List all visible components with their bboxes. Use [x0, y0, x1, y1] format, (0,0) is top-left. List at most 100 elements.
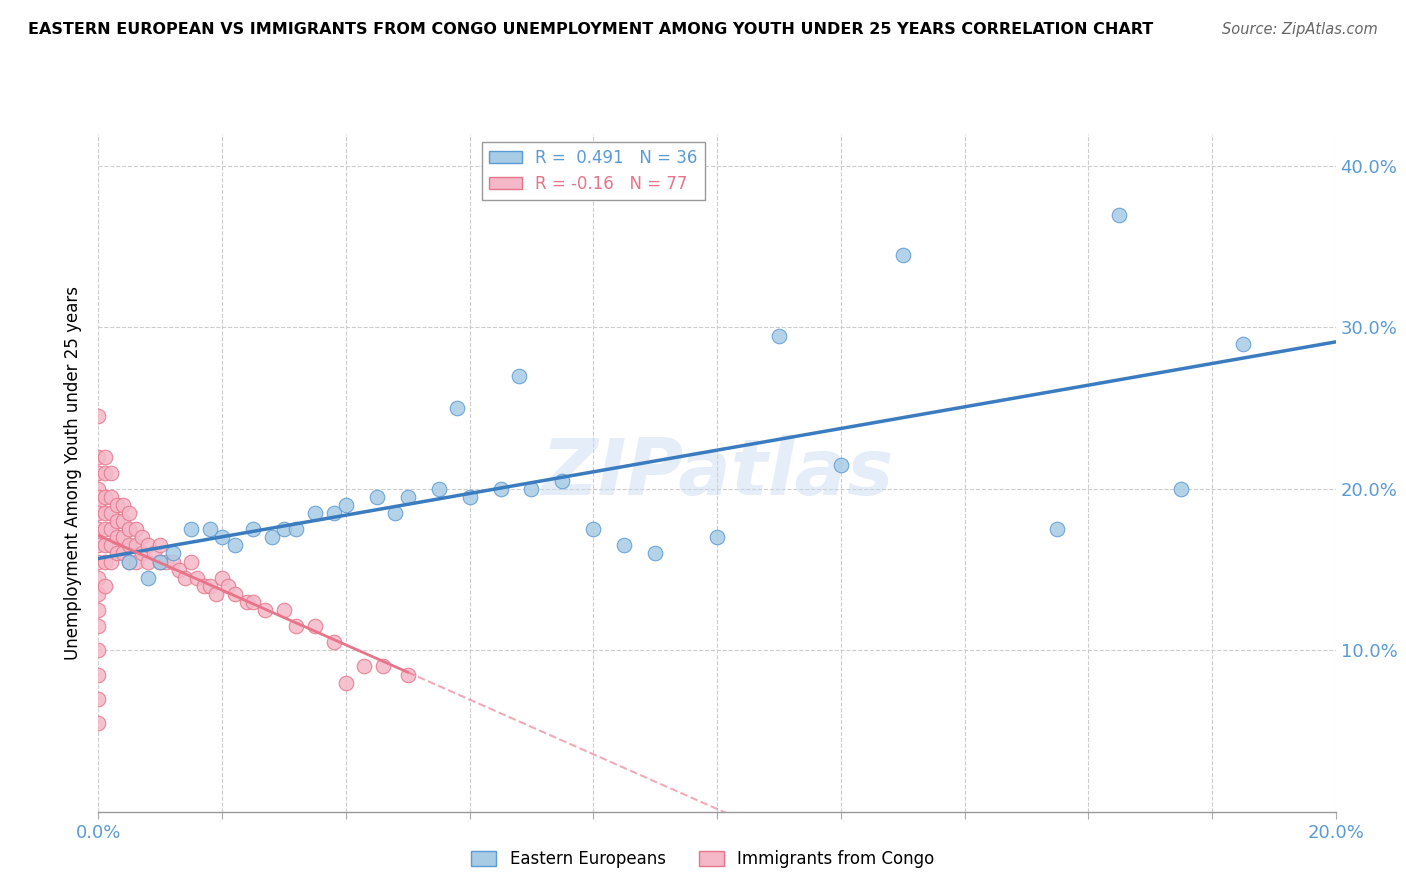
Point — [180, 522, 202, 536]
Point — [105, 530, 128, 544]
Point — [242, 595, 264, 609]
Point — [87, 538, 110, 552]
Point — [768, 328, 790, 343]
Point — [224, 587, 246, 601]
Point — [551, 474, 574, 488]
Legend: R =  0.491   N = 36, R = -0.16   N = 77: R = 0.491 N = 36, R = -0.16 N = 77 — [482, 142, 704, 200]
Point — [180, 555, 202, 569]
Point — [353, 659, 375, 673]
Point — [143, 546, 166, 560]
Point — [335, 498, 357, 512]
Point — [1232, 336, 1254, 351]
Legend: Eastern Europeans, Immigrants from Congo: Eastern Europeans, Immigrants from Congo — [465, 844, 941, 875]
Point — [1108, 207, 1130, 221]
Point — [260, 530, 283, 544]
Point — [100, 555, 122, 569]
Point — [100, 522, 122, 536]
Point — [304, 619, 326, 633]
Point — [427, 482, 450, 496]
Point — [105, 546, 128, 560]
Point — [124, 538, 146, 552]
Point — [112, 546, 135, 560]
Point — [644, 546, 666, 560]
Point — [87, 715, 110, 730]
Point — [87, 466, 110, 480]
Point — [304, 506, 326, 520]
Point — [93, 506, 115, 520]
Point — [613, 538, 636, 552]
Point — [149, 555, 172, 569]
Point — [87, 506, 110, 520]
Point — [87, 450, 110, 464]
Text: ZIPatlas: ZIPatlas — [541, 434, 893, 511]
Point — [118, 555, 141, 569]
Point — [87, 643, 110, 657]
Point — [155, 555, 177, 569]
Point — [87, 691, 110, 706]
Point — [93, 555, 115, 569]
Point — [167, 563, 190, 577]
Point — [174, 571, 197, 585]
Point — [136, 538, 159, 552]
Point — [136, 555, 159, 569]
Point — [335, 675, 357, 690]
Point — [87, 498, 110, 512]
Point — [162, 555, 184, 569]
Point — [105, 514, 128, 528]
Point — [124, 522, 146, 536]
Point — [149, 555, 172, 569]
Point — [162, 546, 184, 560]
Point — [136, 571, 159, 585]
Point — [93, 450, 115, 464]
Point — [1170, 482, 1192, 496]
Point — [93, 466, 115, 480]
Point — [891, 248, 914, 262]
Point — [446, 401, 468, 416]
Point — [242, 522, 264, 536]
Point — [149, 538, 172, 552]
Point — [285, 522, 308, 536]
Point — [254, 603, 277, 617]
Point — [273, 603, 295, 617]
Point — [193, 579, 215, 593]
Point — [100, 506, 122, 520]
Point — [198, 522, 221, 536]
Point — [87, 667, 110, 681]
Point — [112, 514, 135, 528]
Point — [1046, 522, 1069, 536]
Point — [131, 546, 153, 560]
Point — [322, 506, 344, 520]
Point — [93, 490, 115, 504]
Point — [87, 619, 110, 633]
Point — [93, 579, 115, 593]
Point — [131, 530, 153, 544]
Point — [205, 587, 228, 601]
Point — [87, 571, 110, 585]
Point — [217, 579, 239, 593]
Point — [100, 538, 122, 552]
Point — [371, 659, 394, 673]
Point — [508, 368, 530, 383]
Point — [520, 482, 543, 496]
Point — [198, 579, 221, 593]
Point — [706, 530, 728, 544]
Point — [112, 498, 135, 512]
Point — [87, 522, 110, 536]
Point — [322, 635, 344, 649]
Text: EASTERN EUROPEAN VS IMMIGRANTS FROM CONGO UNEMPLOYMENT AMONG YOUTH UNDER 25 YEAR: EASTERN EUROPEAN VS IMMIGRANTS FROM CONG… — [28, 22, 1153, 37]
Point — [118, 538, 141, 552]
Point — [124, 555, 146, 569]
Point — [489, 482, 512, 496]
Point — [366, 490, 388, 504]
Point — [105, 498, 128, 512]
Point — [186, 571, 208, 585]
Point — [211, 571, 233, 585]
Point — [236, 595, 259, 609]
Point — [384, 506, 406, 520]
Point — [87, 603, 110, 617]
Point — [396, 490, 419, 504]
Point — [458, 490, 481, 504]
Point — [87, 409, 110, 424]
Point — [582, 522, 605, 536]
Point — [118, 555, 141, 569]
